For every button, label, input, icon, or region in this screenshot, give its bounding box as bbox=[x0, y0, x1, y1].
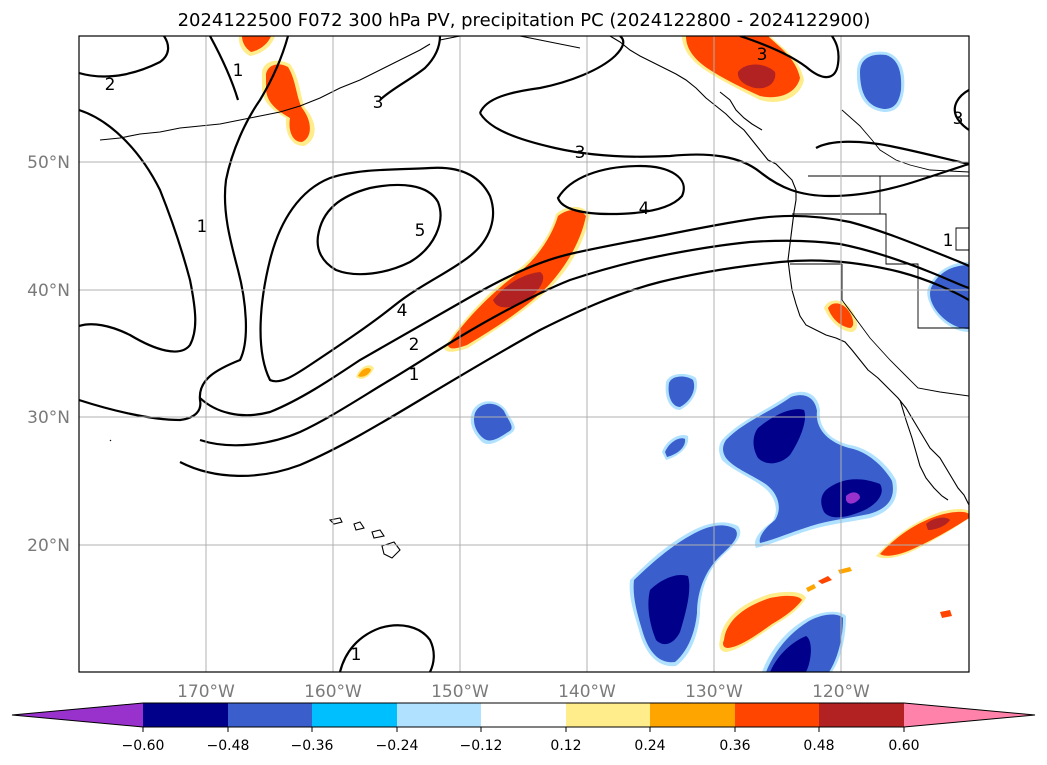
contour-label: 3 bbox=[575, 143, 586, 163]
colorbar-extend-low bbox=[12, 703, 143, 727]
colorbar-segment bbox=[312, 703, 397, 727]
contour-label: 1 bbox=[233, 61, 244, 81]
colorbar-segment bbox=[143, 703, 228, 727]
borders bbox=[790, 109, 969, 397]
contour-label: 2 bbox=[105, 75, 116, 95]
colorbar-segment bbox=[819, 703, 904, 727]
gridlines bbox=[79, 36, 969, 672]
colorbar-segment bbox=[650, 703, 735, 727]
map-frame bbox=[78, 35, 970, 673]
lon-label: 130°W bbox=[685, 682, 743, 702]
contour-label: 1 bbox=[409, 365, 420, 385]
colorbar-tick-label: 0.24 bbox=[634, 738, 665, 754]
pv-contours bbox=[79, 36, 969, 672]
colorbar-tick-label: 0.60 bbox=[888, 738, 919, 754]
colorbar-tick-label: −0.12 bbox=[460, 738, 503, 754]
colorbar-tick-label: −0.48 bbox=[207, 738, 250, 754]
colorbar-segment bbox=[481, 703, 566, 727]
contour-label: 1 bbox=[197, 217, 208, 237]
contour-label: 3 bbox=[757, 45, 768, 65]
contour-label: 1 bbox=[351, 645, 362, 665]
colorbar: −0.60 −0.48 −0.36 −0.24 −0.12 0.12 0.24 … bbox=[11, 702, 1036, 754]
colorbar-extend-high bbox=[904, 703, 1035, 727]
colorbar-tick-label: 0.36 bbox=[719, 738, 750, 754]
colorbar-tick-label: −0.24 bbox=[376, 738, 419, 754]
precip-fields bbox=[238, 36, 969, 672]
lat-label: 30°N bbox=[27, 408, 70, 428]
lat-label: 50°N bbox=[27, 153, 70, 173]
lon-label: 160°W bbox=[304, 682, 362, 702]
colorbar-tick-label: −0.60 bbox=[122, 738, 165, 754]
map-panel: 2 1 3 1 3 5 4 3 4 2 1 1 1 3 bbox=[79, 36, 969, 672]
coastlines bbox=[99, 36, 969, 559]
colorbar-segment bbox=[735, 703, 819, 727]
colorbar-segment bbox=[228, 703, 312, 727]
contour-label: 4 bbox=[397, 301, 408, 321]
colorbar-tick-label: 0.12 bbox=[550, 738, 581, 754]
colorbar-tick-label: 0.48 bbox=[803, 738, 834, 754]
contour-label: 3 bbox=[373, 93, 384, 113]
colorbar-tick-label: −0.36 bbox=[291, 738, 334, 754]
latitude-labels: 50°N 40°N 30°N 20°N bbox=[27, 153, 70, 556]
contour-labels: 2 1 3 1 3 5 4 3 4 2 1 1 1 3 bbox=[105, 45, 964, 665]
lon-label: 140°W bbox=[558, 682, 616, 702]
contour-label: 3 bbox=[953, 109, 964, 129]
colorbar-segment bbox=[397, 703, 481, 727]
longitude-labels: 170°W 160°W 150°W 140°W 130°W 120°W bbox=[177, 682, 870, 702]
figure-title: 2024122500 F072 300 hPa PV, precipitatio… bbox=[178, 10, 871, 31]
lon-label: 120°W bbox=[812, 682, 870, 702]
contour-label: 5 bbox=[415, 221, 426, 241]
contour-label: 2 bbox=[409, 335, 420, 355]
contour-label: 4 bbox=[639, 199, 650, 219]
lat-label: 40°N bbox=[27, 281, 70, 301]
colorbar-segment bbox=[566, 703, 650, 727]
lon-label: 150°W bbox=[431, 682, 489, 702]
lat-label: 20°N bbox=[27, 536, 70, 556]
contour-label: 1 bbox=[943, 231, 954, 251]
lon-label: 170°W bbox=[177, 682, 235, 702]
